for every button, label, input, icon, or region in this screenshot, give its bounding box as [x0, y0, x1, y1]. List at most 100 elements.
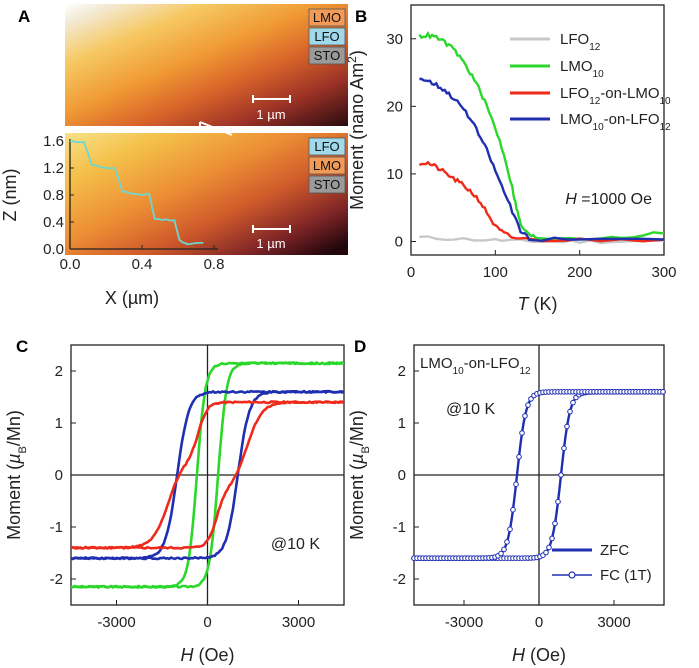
d-fc-point — [567, 408, 573, 415]
b-xtick-label: 0 — [407, 264, 415, 281]
b-ylabel: Moment (nano Am2) — [345, 50, 367, 210]
a-ylabel: Z (nm) — [0, 169, 20, 222]
b-xtick-label: 300 — [651, 264, 676, 281]
afm-image-top — [65, 4, 348, 126]
panel-label-b: B — [355, 7, 367, 26]
panel-label-c: C — [16, 337, 28, 356]
d-fc-point — [552, 520, 558, 527]
d-fc-point — [660, 389, 666, 395]
plot-d: -3000 0 3000 -2 -1 0 1 2 H (Oe) Moment (µB/Mn) LMO… — [347, 344, 666, 665]
a-ytick-label: 1.2 — [43, 160, 64, 177]
d-annotation: @10 K — [446, 401, 495, 418]
d-ylabel: Moment (µB/Mn) — [347, 410, 372, 540]
a-xtick-label: 0.4 — [132, 256, 153, 273]
d-fc-point — [519, 430, 525, 436]
d-ytick-label: 2 — [398, 363, 406, 380]
b-annotation: H =1000 Oe — [565, 191, 652, 208]
b-xtick-label: 200 — [567, 264, 592, 281]
layer-stack-bottom: LFO LMO STO — [308, 137, 346, 194]
b-legend-label-lmo10: LMO10 — [560, 58, 604, 80]
d-fc-point — [546, 544, 552, 551]
b-series-lfo12 — [419, 235, 665, 245]
b-ytick-label: 20 — [386, 98, 403, 115]
sto-box — [308, 46, 346, 65]
c-loop-down-lfo_on_lmo — [70, 399, 345, 550]
d-ytick-label: -2 — [393, 571, 406, 588]
profile-plot: 0.0 0.4 0.8 1.2 1.6 0.0 0.4 0.8 X (µm) Z (nm) — [0, 133, 224, 308]
b-series-lmo_on_lfo — [419, 77, 665, 243]
a-ytick-label: 0.4 — [43, 214, 64, 231]
b-legend-label-lmo_on_lfo: LMO10-on-LFO12 — [560, 111, 671, 133]
lfo-box-label: LFO — [314, 29, 339, 44]
panel-a-top-image: LMO LFO STO 1 µm — [65, 4, 348, 126]
plot-b: 0 100 200 300 0 10 20 30 T (K) Moment (nano Am2) H… — [345, 4, 677, 314]
a-xlabel: X (µm) — [105, 288, 159, 308]
d-ytick-label: -1 — [393, 519, 406, 536]
a-xtick-label: 0.8 — [204, 256, 225, 273]
lmo-box-b — [308, 156, 346, 175]
d-fc-point — [513, 481, 519, 488]
scalebar-bottom-label: 1 µm — [256, 236, 285, 251]
sto-box-b — [308, 175, 346, 194]
profile-scan-line — [199, 121, 233, 136]
c-xlabel: H (Oe) — [180, 645, 234, 665]
c-ytick-label: 1 — [55, 415, 63, 432]
sto-box-label: STO — [314, 48, 341, 63]
scalebar-top-label: 1 µm — [256, 107, 285, 122]
height-profile-line — [69, 140, 204, 246]
b-frame — [410, 4, 665, 256]
c-ytick-label: -1 — [50, 519, 63, 536]
layer-stack-top: LMO LFO STO — [308, 8, 346, 65]
d-ytick-label: 0 — [398, 467, 406, 484]
b-xlabel: T (K) — [518, 294, 558, 314]
d-ytick-label: 1 — [398, 415, 406, 432]
a-xtick-label: 0.0 — [60, 256, 81, 273]
c-annotation: @10 K — [271, 536, 320, 553]
afm-image-bottom — [65, 133, 348, 255]
b-legend-label-lfo12: LFO12 — [560, 31, 601, 53]
c-ytick-label: -2 — [50, 571, 63, 588]
d-legend-label-zfc: ZFC — [600, 542, 629, 559]
d-fc-point — [561, 445, 567, 452]
a-ytick-label: 0.0 — [43, 241, 64, 258]
d-fc-point — [498, 550, 504, 557]
c-ytick-label: 2 — [55, 363, 63, 380]
d-fc-point — [543, 549, 549, 556]
panel-a-bottom-image: LFO LMO STO 1 µm — [65, 121, 348, 255]
d-xtick-label: 0 — [535, 614, 543, 631]
d-fc-point — [570, 399, 576, 406]
panel-label-a: A — [18, 7, 30, 26]
lfo-box-b — [308, 137, 346, 156]
c-ylabel: Moment (µB/Mn) — [4, 410, 29, 540]
b-series-lfo_on_lmo — [418, 160, 665, 243]
d-xtick-label: 3000 — [597, 614, 630, 631]
plot-c: -3000 0 3000 -2 -1 0 1 2 H (Oe) Moment (µB/Mn) @10… — [4, 344, 345, 665]
d-fc-point — [528, 396, 534, 402]
lfo-box — [308, 27, 346, 46]
panel-label-d: D — [354, 337, 366, 356]
d-fc-point — [555, 498, 561, 505]
lmo-box-b-label: LMO — [313, 158, 341, 173]
d-legend-marker-fc — [568, 571, 576, 579]
c-xtick-label: -3000 — [97, 614, 135, 631]
c-xtick-label: 0 — [203, 614, 211, 631]
c-ytick-label: 0 — [55, 467, 63, 484]
lmo-box — [308, 8, 346, 27]
lfo-box-b-label: LFO — [314, 139, 339, 154]
d-legend-label-fc: FC (1T) — [600, 567, 652, 584]
c-loop-down-lmo10 — [70, 360, 345, 589]
a-ytick-label: 1.6 — [43, 133, 64, 150]
c-xtick-label: 3000 — [282, 614, 315, 631]
b-ytick-label: 30 — [386, 31, 403, 48]
sto-box-b-label: STO — [314, 177, 341, 192]
b-series-lmo10 — [418, 31, 665, 241]
d-fc-point — [516, 454, 522, 460]
d-xlabel: H (Oe) — [512, 645, 566, 665]
a-ytick-label: 0.8 — [43, 187, 64, 204]
d-fc-point — [501, 546, 507, 553]
d-fc-point — [558, 472, 564, 478]
d-xtick-label: -3000 — [445, 614, 483, 631]
d-fc-point — [549, 535, 555, 542]
b-ytick-label: 0 — [395, 233, 403, 250]
